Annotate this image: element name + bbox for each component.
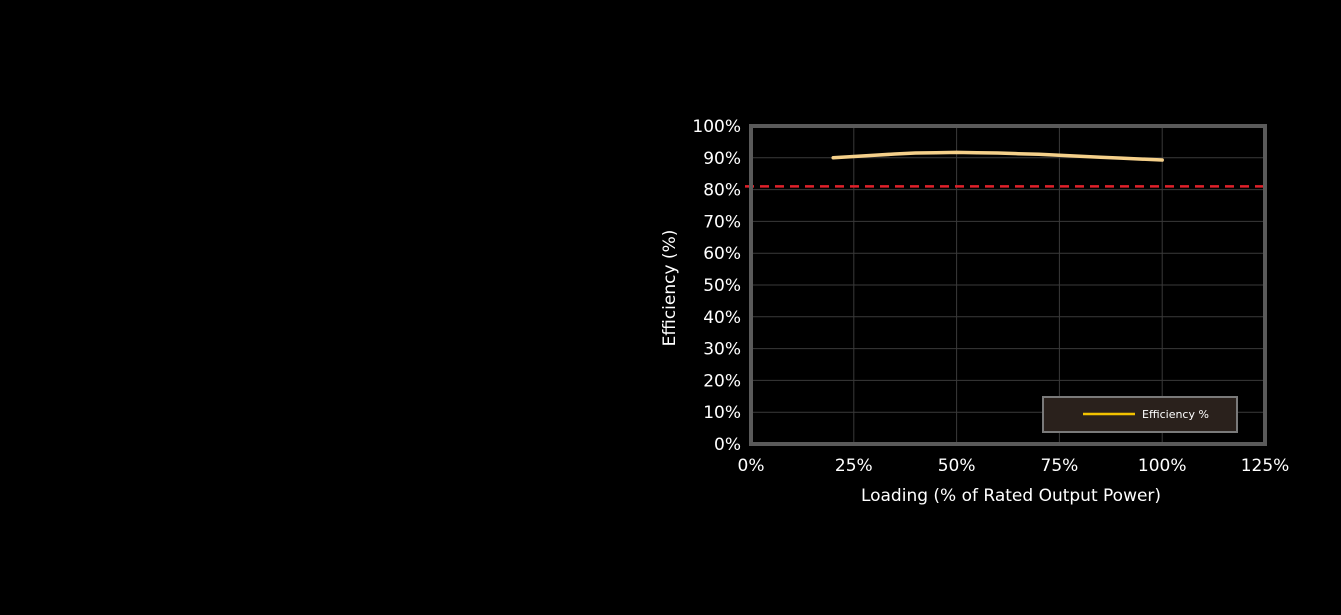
y-tick-label: 70% <box>703 212 741 232</box>
series-line-efficiency <box>831 150 1164 162</box>
x-tick-label: 0% <box>738 456 765 476</box>
legend-label-efficiency: Efficiency % <box>1142 408 1209 421</box>
y-tick-label: 50% <box>703 276 741 296</box>
y-tick-label: 0% <box>714 435 741 455</box>
x-tick-label: 125% <box>1241 456 1290 476</box>
x-tick-label: 75% <box>1041 456 1079 476</box>
x-tick-labels: 0% 25% 50% 75% 100% 125% <box>738 456 1290 476</box>
plot-frame <box>749 124 1267 446</box>
y-tick-label: 20% <box>703 371 741 391</box>
y-tick-label: 60% <box>703 244 741 264</box>
series-group <box>831 150 1164 162</box>
legend: Efficiency % <box>1042 396 1238 433</box>
x-tick-label: 25% <box>835 456 873 476</box>
legend-box <box>1042 396 1238 433</box>
y-tick-label: 80% <box>703 181 741 201</box>
y-tick-label: 40% <box>703 308 741 328</box>
x-axis-title: Loading (% of Rated Output Power) <box>861 486 1161 506</box>
y-axis-title: Efficiency (%) <box>660 230 680 347</box>
y-tick-label: 30% <box>703 340 741 360</box>
y-tick-label: 90% <box>703 149 741 169</box>
y-tick-label: 10% <box>703 403 741 423</box>
y-tick-labels: 0% 10% 20% 30% 40% 50% 60% 70% 80% 90% 100% <box>692 117 741 455</box>
y-tick-label: 100% <box>692 117 741 137</box>
grid-lines <box>751 126 1265 444</box>
x-tick-label: 100% <box>1138 456 1187 476</box>
x-tick-label: 50% <box>938 456 976 476</box>
